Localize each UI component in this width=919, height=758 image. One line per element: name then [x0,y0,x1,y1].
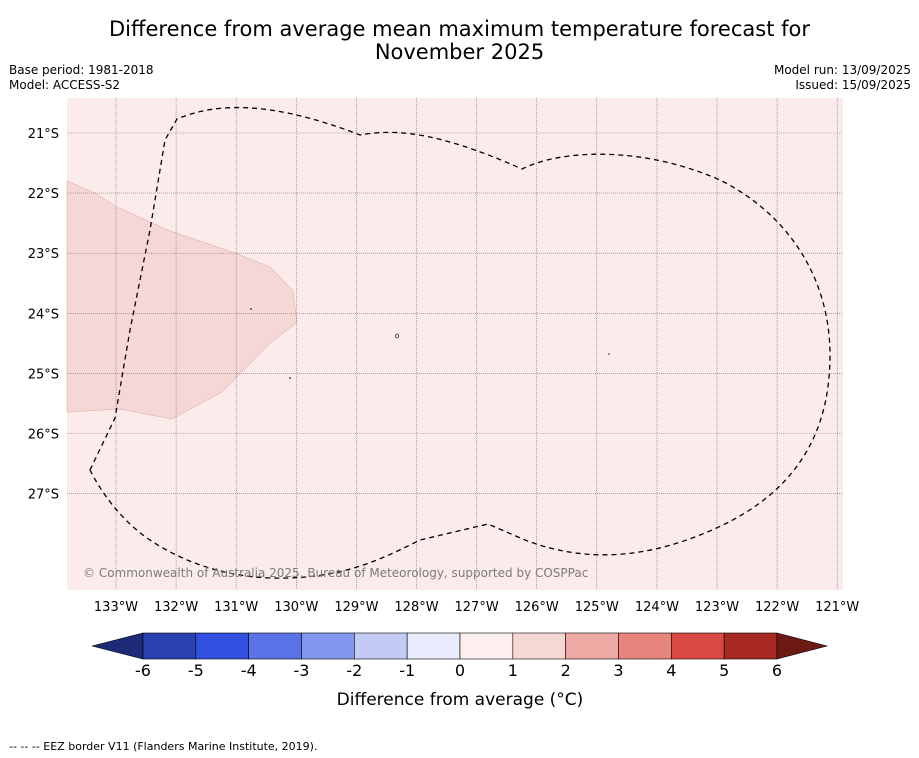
colorbar-segment [248,632,302,660]
chart-title: Difference from average mean maximum tem… [0,18,919,64]
colorbar-segment [406,632,461,660]
model-run: Model run: 13/09/2025 [773,63,911,77]
longitude-label: 124°W [635,600,679,615]
colorbar-tick-label: 2 [561,661,571,680]
colorbar-label: Difference from average (°C) [337,690,584,710]
graticule [67,98,843,590]
colorbar-segment [142,632,197,660]
eez-footnote: -- -- -- EEZ border V11 (Flanders Marine… [9,740,318,753]
title-line-1: Difference from average mean maximum tem… [109,17,810,41]
longitude-label: 125°W [575,600,619,615]
colorbar-tick-label: -1 [399,661,415,680]
base-info: Base period: 1981-2018 Model: ACCESS-S2 [9,63,154,93]
colorbar-segment [565,632,619,660]
longitude-label: 132°W [154,600,198,615]
colorbar-low-extension [91,632,144,660]
colorbar-high-extension [776,632,829,660]
longitude-label: 130°W [274,600,318,615]
colorbar-tick-label: 0 [455,661,465,680]
colorbar-segment [723,632,778,660]
colorbar-tick-label: -5 [188,661,204,680]
colorbar-tick-label: 1 [508,661,518,680]
eez-border [89,106,831,579]
longitude-label: 121°W [815,600,859,615]
longitude-label: 122°W [755,600,799,615]
colorbar-tick-label: 5 [719,661,729,680]
title-line-2: November 2025 [374,40,545,64]
copyright-notice: © Commonwealth of Australia 2025, Bureau… [83,566,588,580]
latitude-label: 23°S [28,247,59,262]
longitude-label: 126°W [515,600,559,615]
latitude-label: 25°S [28,367,59,382]
longitude-label: 123°W [695,600,739,615]
island-markers [250,308,610,379]
colorbar-segment [354,632,408,660]
latitude-labels: 21°S 22°S 23°S 24°S 25°S 26°S 27°S [28,127,59,503]
colorbar-segment [301,632,355,660]
colorbar-tick-label: 3 [613,661,623,680]
colorbar-segment [512,632,566,660]
colorbar-segment [459,632,514,660]
colorbar-tick-label: -4 [241,661,257,680]
base-period: Base period: 1981-2018 [9,63,154,77]
colorbar-tick-label: -6 [135,661,151,680]
longitude-label: 128°W [394,600,438,615]
longitude-label: 131°W [214,600,258,615]
longitude-label: 127°W [455,600,499,615]
colorbar-tick-label: -2 [346,661,362,680]
colorbar-tick-label: -3 [294,661,310,680]
model-name: Model: ACCESS-S2 [9,78,121,92]
issued-date: Issued: 15/09/2025 [795,78,911,92]
longitude-label: 133°W [94,600,138,615]
warm-anomaly-zone [66,180,298,420]
colorbar-tick-label: 6 [772,661,782,680]
latitude-label: 26°S [28,428,59,443]
latitude-label: 27°S [28,488,59,503]
colorbar-ticks: -6 -5 -4 -3 -2 -1 0 1 2 3 4 5 6 [135,661,782,680]
colorbar-tick-label: 4 [666,661,676,680]
colorbar-segment [618,632,672,660]
colorbar-segment [195,632,249,660]
colorbar-segment [671,632,725,660]
latitude-label: 24°S [28,307,59,322]
longitude-label: 129°W [334,600,378,615]
run-info: Model run: 13/09/2025 Issued: 15/09/2025 [774,63,911,93]
colorbar [91,632,829,660]
latitude-label: 21°S [28,127,59,142]
latitude-label: 22°S [28,187,59,202]
longitude-labels: 133°W 132°W 131°W 130°W 129°W 128°W 127°W 126°W… [94,600,860,615]
